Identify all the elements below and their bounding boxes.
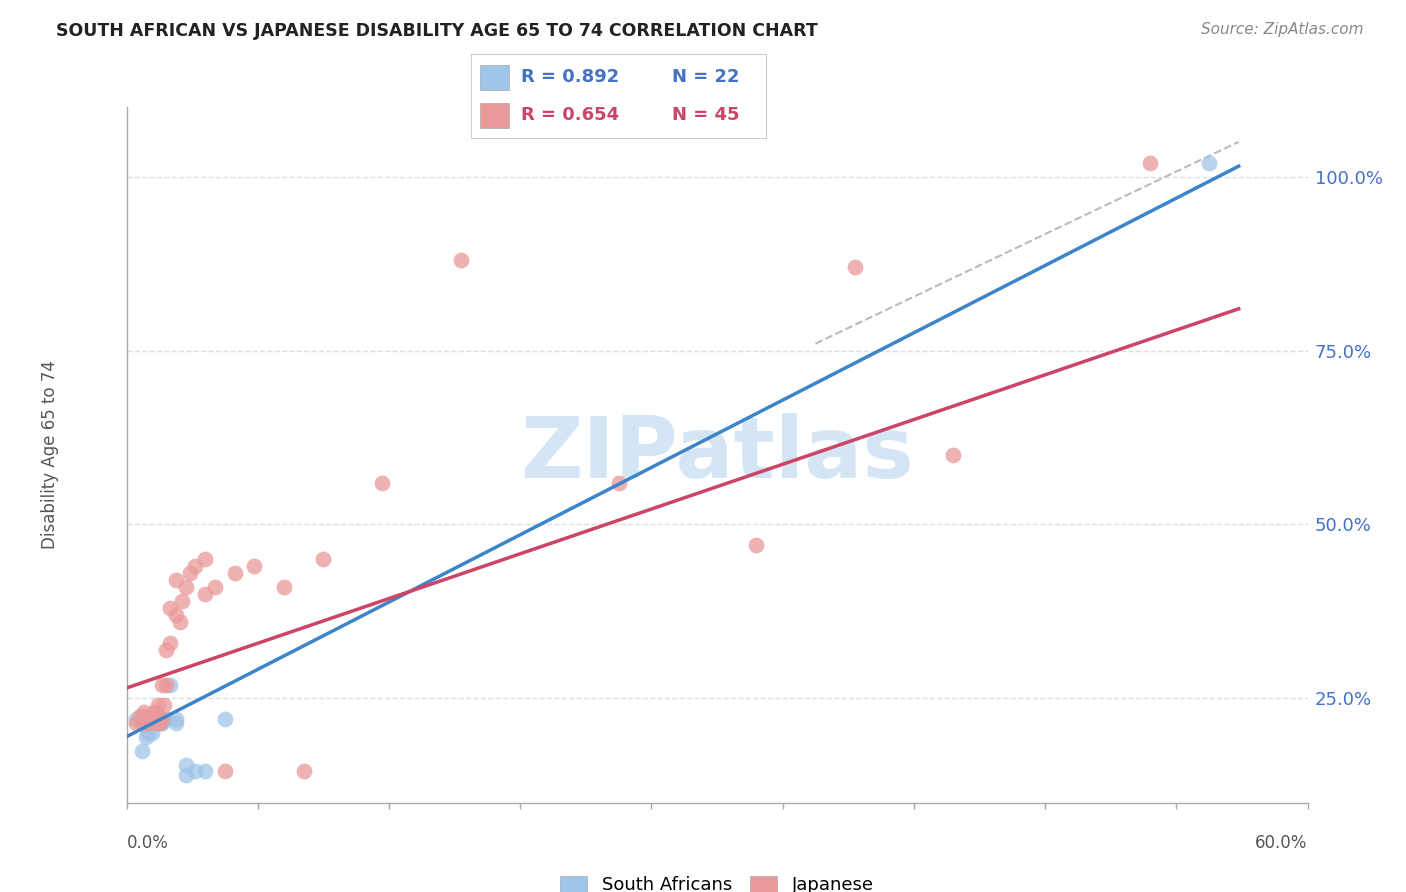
- Point: [155, 677, 177, 691]
- Point: [450, 253, 472, 268]
- Point: [312, 552, 335, 566]
- Point: [129, 708, 152, 723]
- Point: [844, 260, 866, 274]
- Point: [174, 768, 197, 782]
- Point: [150, 677, 173, 691]
- Text: SOUTH AFRICAN VS JAPANESE DISABILITY AGE 65 TO 74 CORRELATION CHART: SOUTH AFRICAN VS JAPANESE DISABILITY AGE…: [56, 22, 818, 40]
- Point: [204, 580, 226, 594]
- Text: Disability Age 65 to 74: Disability Age 65 to 74: [41, 360, 59, 549]
- Point: [143, 706, 166, 720]
- Point: [273, 580, 295, 594]
- Point: [146, 698, 169, 713]
- Point: [136, 715, 159, 730]
- Point: [159, 677, 181, 691]
- Point: [292, 764, 315, 779]
- Point: [184, 559, 207, 574]
- Text: 60.0%: 60.0%: [1256, 834, 1308, 852]
- Point: [942, 448, 965, 462]
- Point: [155, 712, 177, 726]
- Point: [1139, 155, 1161, 169]
- Point: [143, 712, 166, 726]
- Point: [145, 715, 167, 730]
- Text: Source: ZipAtlas.com: Source: ZipAtlas.com: [1201, 22, 1364, 37]
- Point: [170, 594, 193, 608]
- Point: [150, 715, 173, 730]
- Legend: South Africans, Japanese: South Africans, Japanese: [553, 869, 882, 892]
- Point: [159, 636, 181, 650]
- Point: [745, 538, 768, 552]
- Point: [135, 719, 157, 733]
- Point: [135, 730, 157, 744]
- Point: [214, 764, 236, 779]
- Point: [125, 715, 148, 730]
- Point: [131, 715, 153, 730]
- Point: [150, 712, 173, 726]
- Point: [141, 726, 163, 740]
- Point: [134, 706, 156, 720]
- Text: R = 0.654: R = 0.654: [522, 106, 619, 124]
- Point: [149, 715, 172, 730]
- Text: N = 45: N = 45: [672, 106, 740, 124]
- Point: [149, 715, 172, 730]
- Point: [135, 708, 157, 723]
- Point: [131, 744, 153, 758]
- Point: [136, 726, 159, 740]
- Text: N = 22: N = 22: [672, 69, 740, 87]
- Point: [165, 715, 187, 730]
- Point: [243, 559, 266, 574]
- Point: [174, 580, 197, 594]
- Point: [146, 715, 169, 730]
- Point: [194, 587, 217, 601]
- Text: ZIPatlas: ZIPatlas: [520, 413, 914, 497]
- Point: [184, 764, 207, 779]
- Point: [135, 715, 157, 730]
- Point: [214, 712, 236, 726]
- Point: [607, 475, 630, 490]
- Point: [125, 712, 148, 726]
- Point: [145, 706, 167, 720]
- Point: [153, 698, 176, 713]
- Text: R = 0.892: R = 0.892: [522, 69, 620, 87]
- Point: [155, 642, 177, 657]
- Point: [145, 715, 167, 730]
- FancyBboxPatch shape: [479, 64, 509, 90]
- Point: [194, 764, 217, 779]
- FancyBboxPatch shape: [479, 103, 509, 128]
- Point: [139, 715, 162, 730]
- Point: [179, 566, 201, 581]
- Point: [165, 607, 187, 622]
- Point: [165, 712, 187, 726]
- Point: [194, 552, 217, 566]
- Point: [371, 475, 394, 490]
- Point: [169, 615, 191, 629]
- Point: [141, 712, 163, 726]
- Text: 0.0%: 0.0%: [127, 834, 169, 852]
- Point: [146, 712, 169, 726]
- Point: [139, 712, 162, 726]
- Point: [224, 566, 246, 581]
- Point: [1198, 155, 1220, 169]
- Point: [165, 573, 187, 587]
- Point: [159, 601, 181, 615]
- Point: [174, 757, 197, 772]
